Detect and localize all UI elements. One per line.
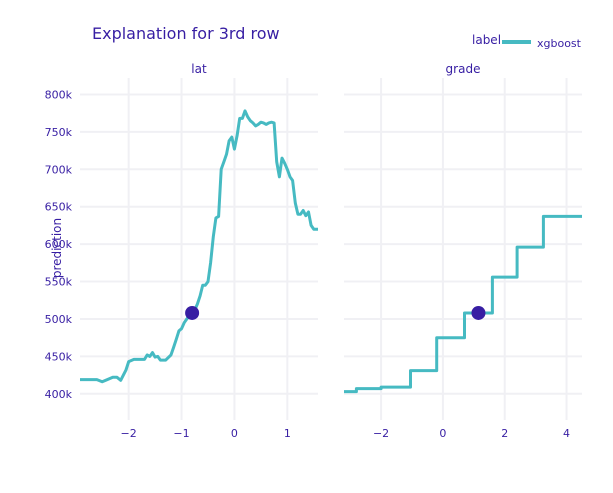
x-tick-label: 1 <box>284 427 291 440</box>
y-tick-label: 500k <box>45 313 73 326</box>
x-tick-label: 4 <box>563 427 570 440</box>
panel-lat: 400k 450k 500k 550k 600k 650k 700k 750k 800k −2 −1… <box>45 62 318 440</box>
y-axis-label: prediction <box>50 218 64 278</box>
y-tick-label: 550k <box>45 276 73 289</box>
panel-title: grade <box>446 62 481 76</box>
panels: 400k 450k 500k 550k 600k 650k 700k 750k 800k −2 −1… <box>45 62 582 440</box>
y-tick-label: 700k <box>45 163 73 176</box>
series-line-xgboost <box>80 109 318 384</box>
y-tick-label: 650k <box>45 201 73 214</box>
panel-title: lat <box>191 62 207 76</box>
y-tick-label: 800k <box>45 88 73 101</box>
observation-point <box>185 305 200 320</box>
x-tick-label: 0 <box>231 427 238 440</box>
panel-grade: −2 0 2 4 grade <box>344 62 582 440</box>
x-tick-label: 0 <box>439 427 446 440</box>
x-tick-label: −2 <box>373 427 389 440</box>
chart-title: Explanation for 3rd row <box>92 24 280 43</box>
y-tick-label: 750k <box>45 126 73 139</box>
series-line-xgboost <box>344 214 582 394</box>
legend-entry-xgboost: xgboost <box>537 37 582 50</box>
y-tick-label: 450k <box>45 350 73 363</box>
y-tick-label: 600k <box>45 238 73 251</box>
observation-point <box>471 305 486 320</box>
x-tick-label: −2 <box>121 427 137 440</box>
y-tick-label: 400k <box>45 388 73 401</box>
legend-title: label <box>472 33 501 47</box>
x-tick-label: 2 <box>501 427 508 440</box>
x-tick-label: −1 <box>173 427 189 440</box>
